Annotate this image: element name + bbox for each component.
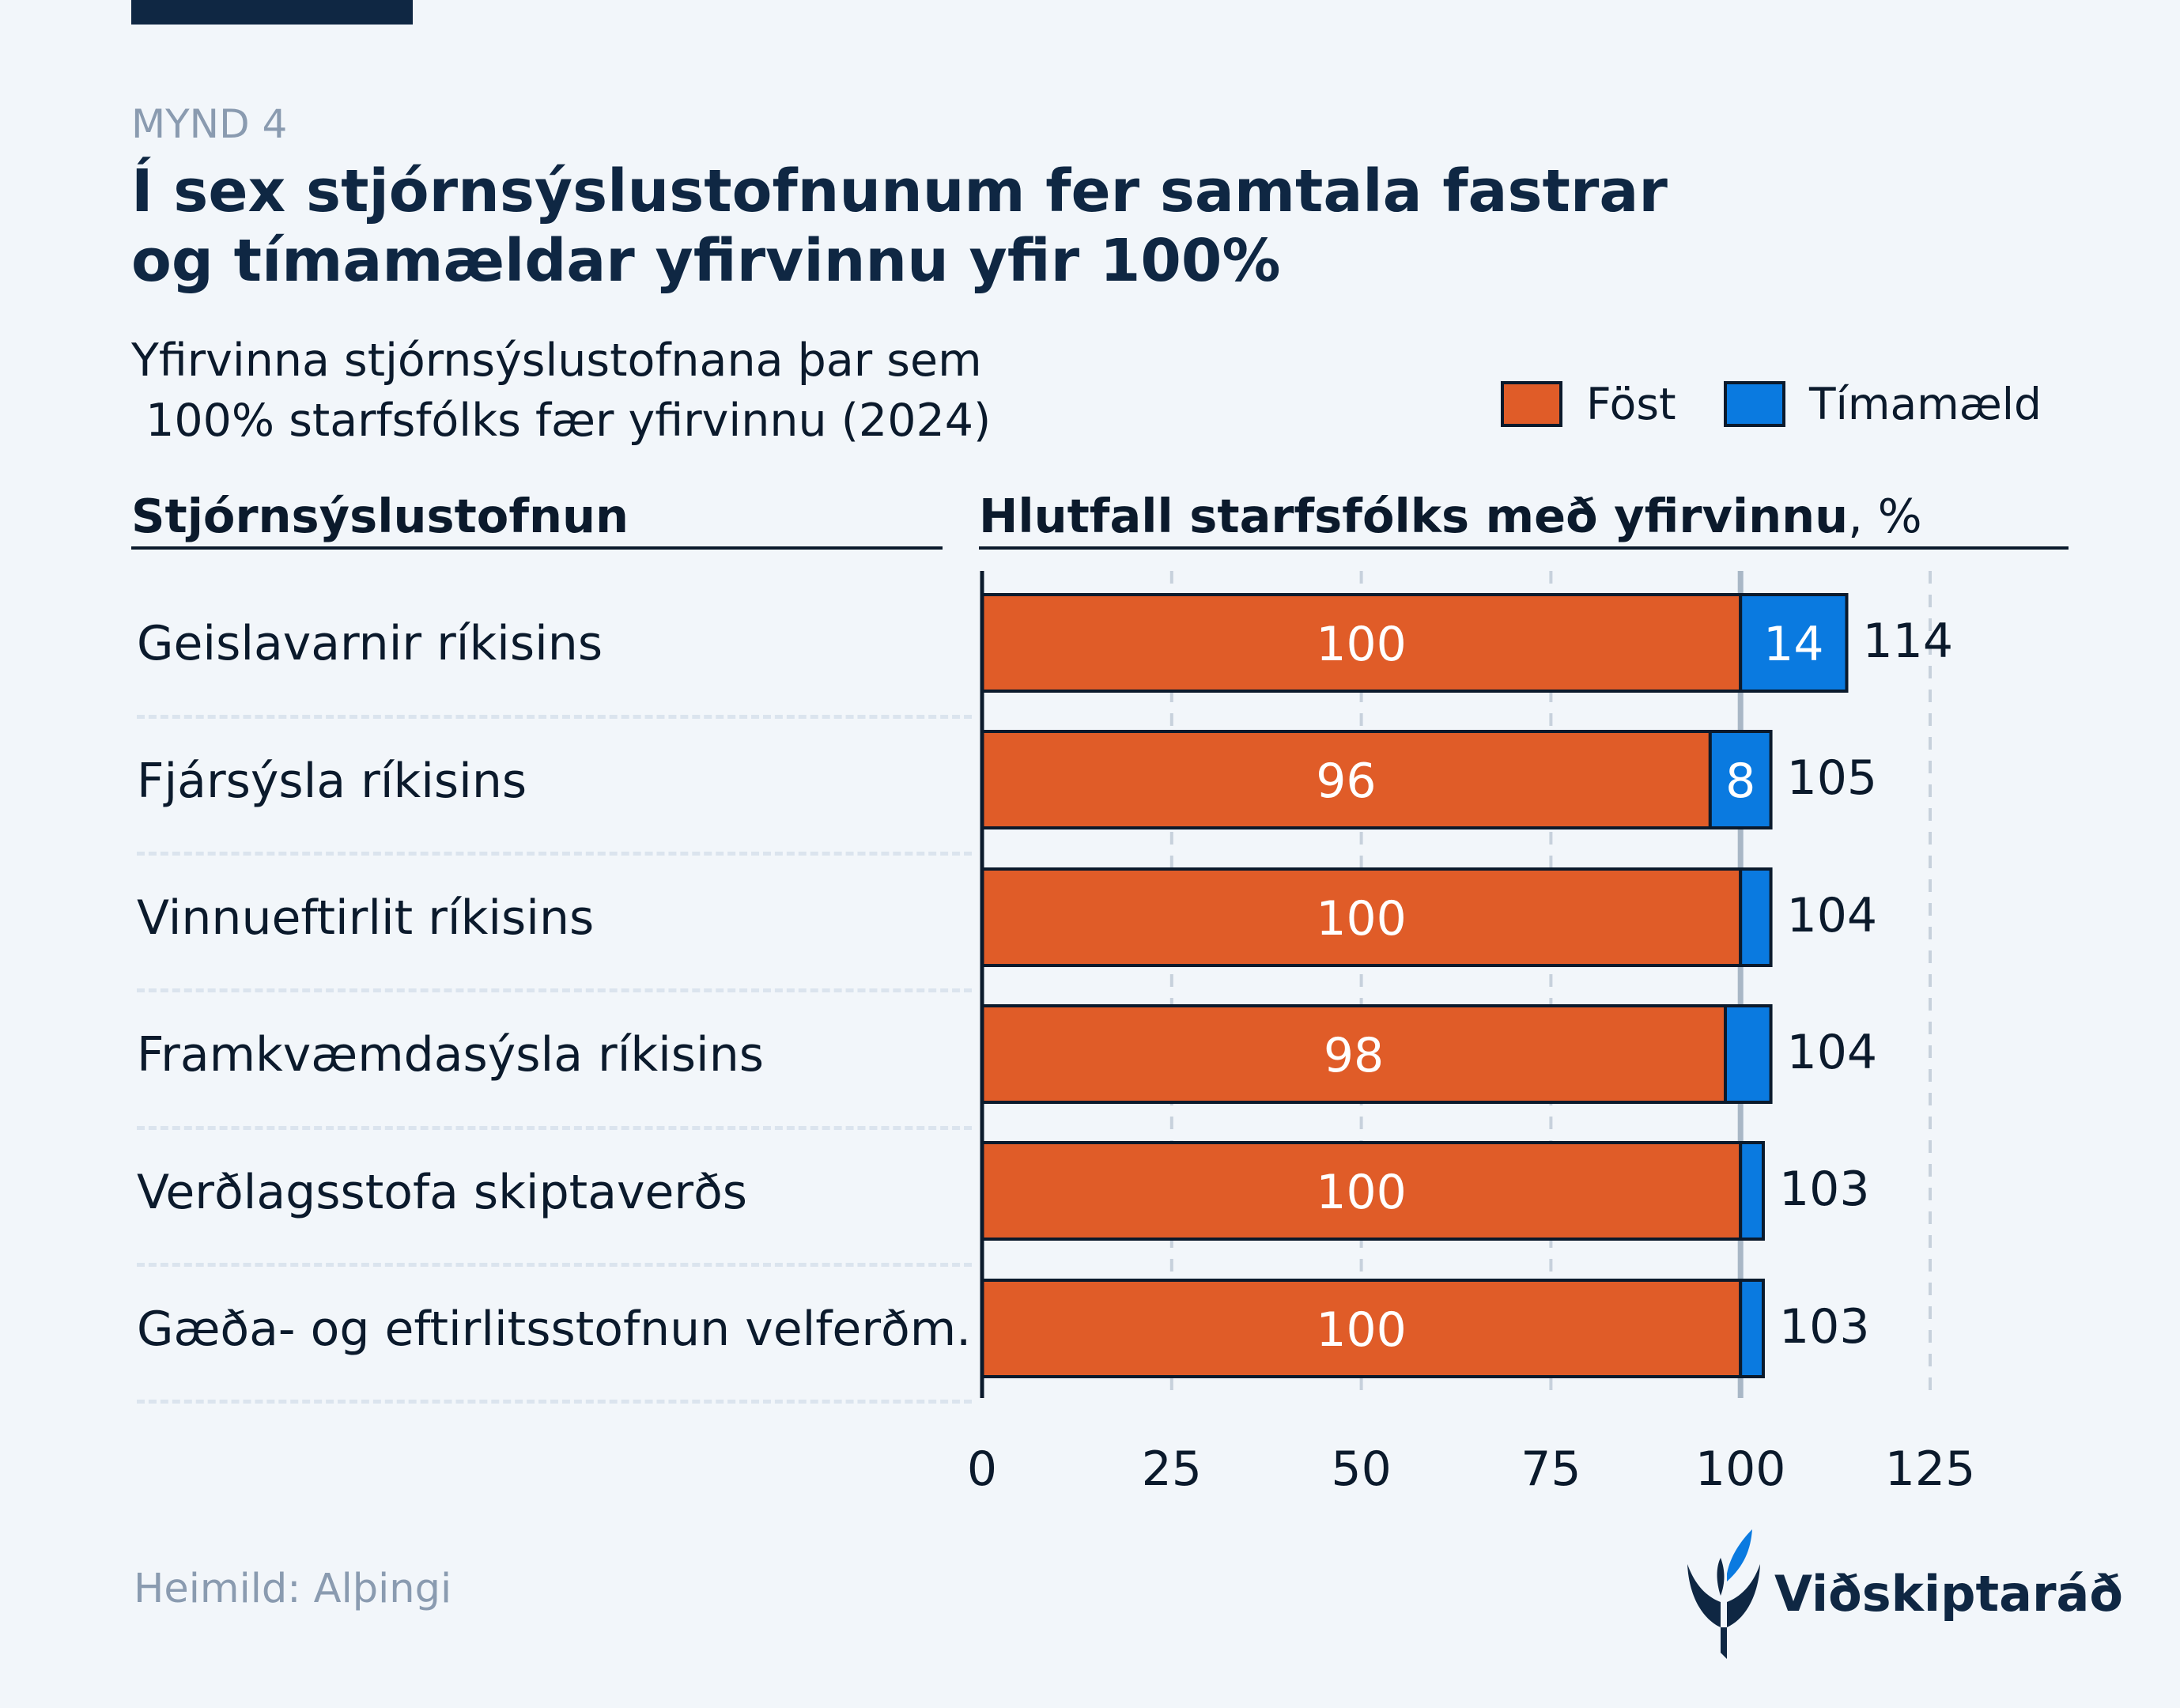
bar-fost-4 bbox=[980, 1141, 1743, 1241]
x-tick-label-25: 25 bbox=[1142, 1442, 1202, 1497]
source-note: Heimild: Alþingi bbox=[134, 1566, 452, 1612]
row-label-verdlagsstofa: Verðlagsstofa skiptaverðs bbox=[137, 1165, 748, 1220]
brand-logo: Viðskiptaráð bbox=[1684, 1526, 2123, 1661]
bar-label-fost-4: 100 bbox=[1316, 1165, 1407, 1220]
legend-swatch-timamaeld bbox=[1724, 381, 1785, 427]
brand-leaf-icon bbox=[1687, 1529, 1760, 1659]
row-separator bbox=[137, 1263, 972, 1267]
chart-subtitle-line-1: Yfirvinna stjórnsýslustofnana þar sem bbox=[131, 334, 982, 387]
brand-name: Viðskiptaráð bbox=[1774, 1564, 2123, 1623]
total-label-1: 105 bbox=[1787, 750, 1878, 806]
x-tick-label-50: 50 bbox=[1331, 1442, 1391, 1497]
bar-fost-0 bbox=[980, 593, 1743, 693]
legend-item-fost: Föst bbox=[1501, 378, 1676, 430]
top-accent-bar bbox=[131, 0, 413, 25]
row-label-framkvaemdasysla: Framkvæmdasýsla ríkisins bbox=[137, 1027, 765, 1083]
row-label-vinnueftirlit: Vinnueftirlit ríkisins bbox=[137, 890, 595, 946]
bar-timamaeld-3 bbox=[1724, 1004, 1773, 1104]
row-label-geislavarnir: Geislavarnir ríkisins bbox=[137, 616, 603, 671]
bar-label-fost-0: 100 bbox=[1316, 617, 1407, 672]
bar-fost-5 bbox=[980, 1279, 1743, 1378]
column-header-share-title: Hlutfall starfsfólks með yfirvinnu bbox=[979, 489, 1849, 543]
bar-timamaeld-5 bbox=[1739, 1279, 1765, 1378]
chart-title-line-2: og tímamældar yfirvinnu yfir 100% bbox=[131, 227, 1281, 295]
row-separator bbox=[137, 715, 972, 719]
column-header-institution: Stjórnsýslustofnun bbox=[131, 489, 629, 543]
figure-label: MYND 4 bbox=[131, 101, 288, 147]
bar-timamaeld-1 bbox=[1708, 730, 1773, 829]
legend-swatch-fost bbox=[1501, 381, 1562, 427]
bar-label-fost-5: 100 bbox=[1316, 1302, 1407, 1358]
total-label-0: 114 bbox=[1862, 614, 1953, 669]
column-header-share-unit: , % bbox=[1848, 489, 1922, 543]
bar-timamaeld-4 bbox=[1739, 1141, 1765, 1241]
total-label-5: 103 bbox=[1779, 1299, 1870, 1355]
x-tick-label-100: 100 bbox=[1695, 1442, 1786, 1497]
header-rule-right bbox=[979, 546, 2069, 550]
bar-label-fost-2: 100 bbox=[1316, 891, 1407, 947]
chart-subtitle: Yfirvinna stjórnsýslustofnana þar sem 10… bbox=[131, 331, 991, 451]
column-header-share: Hlutfall starfsfólks með yfirvinnu, % bbox=[979, 489, 1922, 543]
bar-label-fost-3: 98 bbox=[1324, 1028, 1384, 1083]
row-label-gaeda-og-eftirlitsstofnun: Gæða- og eftirlitsstofnun velferðm. bbox=[137, 1302, 972, 1357]
chart-title-line-1: Í sex stjórnsýslustofnunum fer samtala f… bbox=[131, 157, 1668, 225]
total-label-4: 103 bbox=[1779, 1162, 1870, 1217]
bar-label-fost-1: 96 bbox=[1316, 754, 1376, 809]
x-tick-label-75: 75 bbox=[1521, 1442, 1581, 1497]
bar-fost-1 bbox=[980, 730, 1712, 829]
bar-fost-2 bbox=[980, 867, 1743, 967]
legend-item-timamaeld: Tímamæld bbox=[1724, 378, 2042, 430]
x-tick-label-125: 125 bbox=[1885, 1442, 1976, 1497]
bar-label-timamaeld-1: 8 bbox=[1725, 754, 1755, 809]
row-separator bbox=[137, 852, 972, 856]
bar-timamaeld-2 bbox=[1739, 867, 1773, 967]
bar-label-timamaeld-0: 14 bbox=[1763, 617, 1823, 672]
row-separator bbox=[137, 988, 972, 992]
row-label-fjarsysla: Fjársýsla ríkisins bbox=[137, 754, 527, 809]
row-separator bbox=[137, 1126, 972, 1130]
x-tick-label-0: 0 bbox=[967, 1442, 997, 1497]
bar-timamaeld-0 bbox=[1739, 593, 1849, 693]
legend-label-timamaeld: Tímamæld bbox=[1809, 379, 2042, 429]
chart-subtitle-line-2: 100% starfsfólks fær yfirvinnu (2024) bbox=[131, 395, 992, 447]
total-label-2: 104 bbox=[1787, 888, 1878, 943]
total-label-3: 104 bbox=[1787, 1025, 1878, 1080]
header-rule-left bbox=[131, 546, 943, 550]
chart-title: Í sex stjórnsýslustofnunum fer samtala f… bbox=[131, 157, 1713, 296]
row-separator bbox=[137, 1400, 972, 1404]
legend-label-fost: Föst bbox=[1586, 379, 1676, 429]
